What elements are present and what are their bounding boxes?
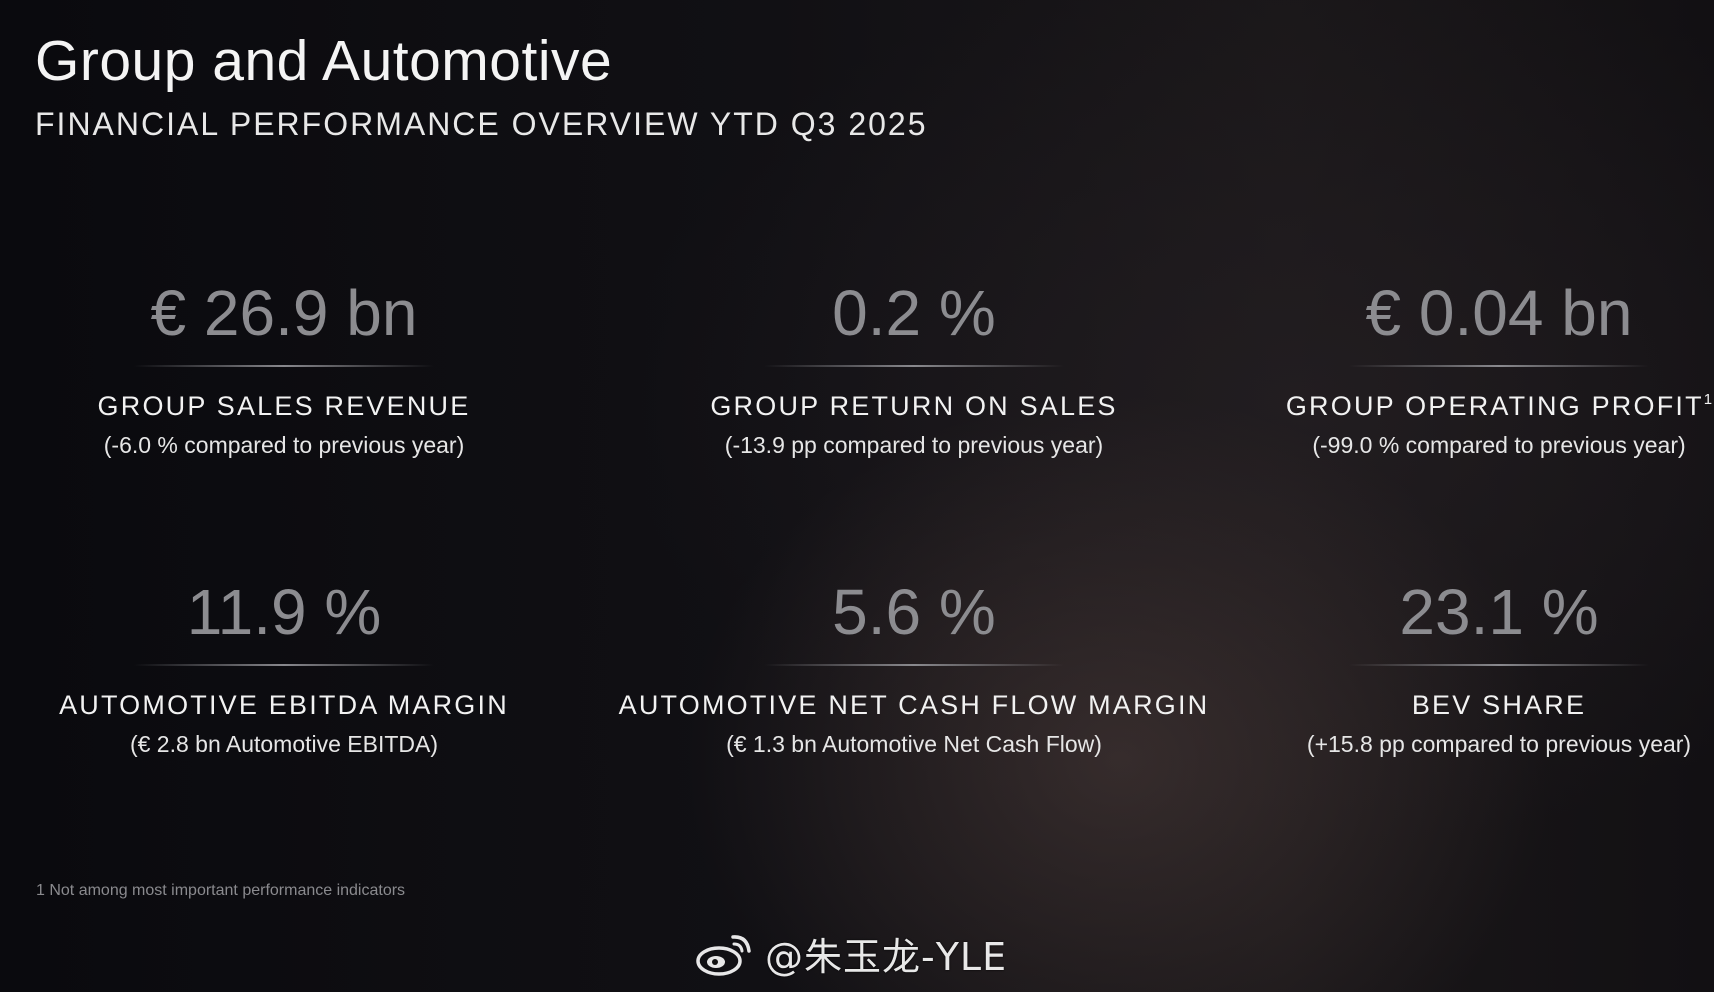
- kpi-label: GROUP OPERATING PROFIT1: [1199, 391, 1714, 422]
- kpi-bev-share: 23.1 % BEV SHARE (+15.8 pp compared to p…: [1199, 580, 1714, 758]
- kpi-note: (+15.8 pp compared to previous year): [1306, 731, 1692, 757]
- kpi-value: € 0.04 bn: [1365, 277, 1633, 349]
- kpi-value: 5.6 %: [832, 576, 996, 648]
- kpi-automotive-ebitda-margin: 11.9 % AUTOMOTIVE EBITDA MARGIN (€ 2.8 b…: [0, 580, 584, 758]
- kpi-divider: [1349, 664, 1649, 666]
- weibo-logo-icon: [695, 931, 755, 977]
- footnote-marker: 1: [1703, 391, 1713, 408]
- kpi-label: AUTOMOTIVE EBITDA MARGIN: [59, 690, 509, 720]
- kpi-group-sales-revenue: € 26.9 bn GROUP SALES REVENUE (-6.0 % co…: [0, 281, 584, 459]
- kpi-note: (€ 2.8 bn Automotive EBITDA): [129, 731, 439, 757]
- kpi-note: (€ 1.3 bn Automotive Net Cash Flow): [726, 731, 1102, 757]
- kpi-divider: [1349, 365, 1649, 367]
- kpi-group-return-on-sales: 0.2 % GROUP RETURN ON SALES (-13.9 pp co…: [614, 281, 1214, 459]
- kpi-value: € 26.9 bn: [150, 277, 418, 349]
- page-subtitle: FINANCIAL PERFORMANCE OVERVIEW YTD Q3 20…: [35, 106, 928, 142]
- kpi-label: GROUP RETURN ON SALES: [710, 391, 1118, 421]
- kpi-divider: [764, 365, 1064, 367]
- kpi-divider: [764, 664, 1064, 666]
- kpi-automotive-net-cash-flow-margin: 5.6 % AUTOMOTIVE NET CASH FLOW MARGIN (€…: [614, 580, 1214, 758]
- kpi-note: (-13.9 pp compared to previous year): [724, 432, 1104, 458]
- watermark: @朱玉龙-YLE: [695, 926, 1007, 981]
- kpi-value: 11.9 %: [186, 576, 382, 648]
- kpi-group-operating-profit: € 0.04 bn GROUP OPERATING PROFIT1 (-99.0…: [1199, 281, 1714, 459]
- kpi-label: AUTOMOTIVE NET CASH FLOW MARGIN: [618, 690, 1210, 720]
- kpi-note: (-99.0 % compared to previous year): [1312, 432, 1686, 458]
- kpi-label: BEV SHARE: [1411, 690, 1587, 720]
- kpi-divider: [134, 664, 434, 666]
- kpi-divider: [134, 365, 434, 367]
- footnote: 1 Not among most important performance i…: [36, 882, 406, 899]
- kpi-label-text: GROUP OPERATING PROFIT: [1285, 391, 1704, 421]
- watermark-handle: @朱玉龙-YLE: [765, 935, 1008, 979]
- kpi-value: 0.2 %: [832, 277, 996, 349]
- page-title: Group and Automotive: [35, 29, 613, 93]
- kpi-value: 23.1 %: [1399, 576, 1599, 648]
- kpi-note: (-6.0 % compared to previous year): [103, 432, 465, 458]
- kpi-label: GROUP SALES REVENUE: [97, 391, 471, 421]
